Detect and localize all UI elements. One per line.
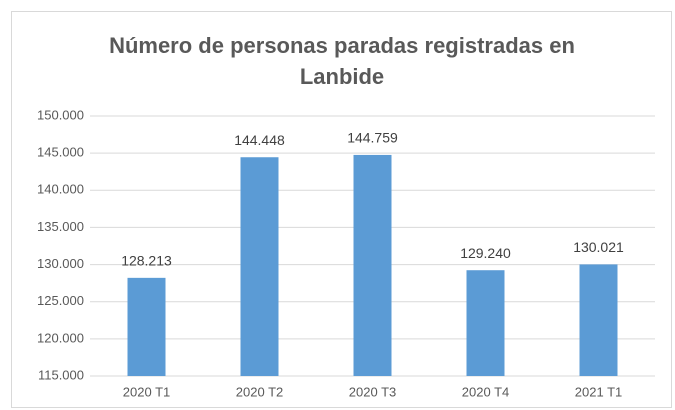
bar [466, 270, 505, 376]
bar [127, 277, 166, 376]
x-tick-label: 2021 T1 [575, 384, 622, 399]
bar [353, 154, 392, 376]
value-label: 128.213 [121, 253, 172, 269]
value-label: 130.021 [573, 239, 624, 255]
y-tick-label: 120.000 [37, 330, 84, 345]
y-tick-label: 125.000 [37, 293, 84, 308]
y-tick-label: 115.000 [38, 367, 84, 382]
value-label: 144.759 [347, 130, 398, 146]
bar [579, 264, 618, 376]
y-tick-label: 140.000 [37, 182, 84, 197]
chart-border [11, 11, 672, 408]
x-tick-label: 2020 T4 [462, 384, 509, 399]
x-tick-label: 2020 T1 [123, 384, 170, 399]
y-tick-label: 145.000 [37, 145, 84, 160]
value-label: 129.240 [460, 245, 511, 261]
chart-title: Número de personas paradas registradas e… [109, 33, 575, 89]
y-tick-label: 130.000 [37, 256, 84, 271]
value-label: 144.448 [234, 132, 285, 148]
y-tick-label: 135.000 [37, 219, 84, 234]
y-tick-label: 150.000 [37, 107, 84, 122]
x-tick-label: 2020 T3 [349, 384, 396, 399]
x-tick-label: 2020 T2 [236, 384, 283, 399]
bar [240, 157, 279, 376]
